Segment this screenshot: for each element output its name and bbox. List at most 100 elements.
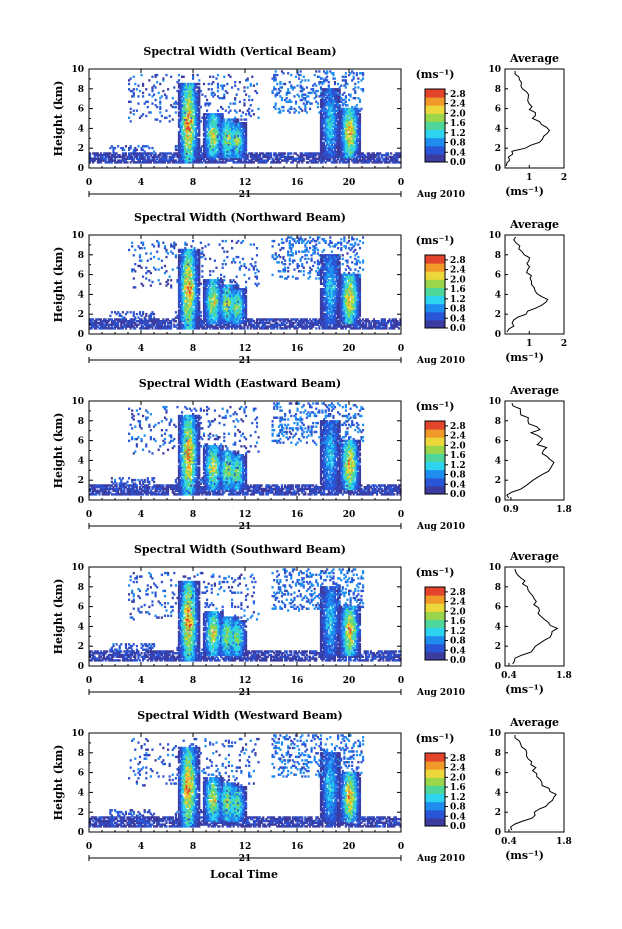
heatmap-cell [142, 159, 145, 162]
heatmap-cell [163, 155, 167, 159]
heatmap-cell [223, 127, 226, 130]
heatmap-cell [184, 88, 187, 91]
heatmap-cell [170, 243, 173, 246]
heatmap-cell [368, 155, 371, 159]
heatmap-cell [207, 141, 210, 144]
heatmap-cell [212, 132, 215, 136]
heatmap-cell [237, 298, 240, 302]
heatmap-cell [120, 320, 123, 323]
heatmap-cell [240, 125, 243, 128]
heatmap-cell [226, 307, 229, 310]
heatmap-cell [290, 105, 293, 109]
heatmap-cell [190, 86, 193, 89]
heatmap-cell [323, 100, 326, 103]
heatmap-cell [126, 321, 129, 325]
heatmap-cell [92, 323, 95, 326]
heatmap-cell [196, 321, 199, 325]
heatmap-cell [188, 252, 191, 255]
heatmap-cell [231, 302, 234, 305]
heatmap-cell [177, 134, 181, 137]
heatmap-cell [89, 318, 92, 321]
heatmap-cell [184, 152, 187, 155]
heatmap-cell [213, 312, 216, 316]
heatmap-cell [344, 127, 347, 130]
heatmap-cell [234, 309, 237, 312]
heatmap-cell [89, 155, 92, 159]
heatmap-cell [145, 320, 148, 323]
heatmap-cell [391, 159, 394, 162]
heatmap-cell [344, 150, 347, 153]
heatmap-cell [157, 241, 160, 244]
heatmap-cell [156, 118, 159, 121]
heatmap-cell [276, 154, 279, 157]
heatmap-cell [223, 139, 226, 143]
heatmap-cell [207, 159, 210, 162]
heatmap-cell [185, 125, 188, 128]
heatmap-cell [235, 255, 238, 259]
heatmap-cell [134, 152, 137, 155]
heatmap-cell [279, 154, 282, 157]
heatmap-cell [321, 109, 324, 112]
heatmap-cell [184, 316, 187, 319]
heatmap-cell [165, 109, 168, 112]
heatmap-cell [181, 148, 184, 152]
heatmap-cell [95, 154, 98, 157]
heatmap-cell [235, 118, 238, 121]
heatmap-cell [184, 84, 187, 87]
heatmap-cell [340, 125, 343, 128]
heatmap-cell [190, 159, 193, 162]
heatmap-cell [184, 82, 187, 86]
heatmap-cell [301, 89, 304, 93]
heatmap-cell [193, 312, 196, 316]
heatmap-cell [238, 123, 241, 127]
heatmap-cell [177, 155, 181, 159]
heatmap-cell [226, 139, 229, 143]
heatmap-cell [288, 98, 291, 102]
heatmap-cell [241, 129, 245, 132]
heatmap-cell [188, 316, 191, 319]
heatmap-cell [355, 129, 358, 132]
heatmap-cell [358, 129, 362, 132]
heatmap-cell [237, 325, 240, 328]
heatmap-cell [271, 89, 274, 93]
heatmap-cell [188, 84, 191, 87]
heatmap-cell [153, 150, 156, 153]
heatmap-cell [231, 300, 234, 303]
heatmap-cell [202, 293, 206, 296]
heatmap-cell [321, 88, 324, 91]
heatmap-cell [224, 284, 227, 287]
heatmap-cell [329, 148, 332, 152]
heatmap-cell [137, 154, 140, 157]
heatmap-cell [231, 325, 234, 328]
heatmap-cell [223, 289, 226, 293]
heatmap-cell [187, 261, 190, 264]
heatmap-cell [198, 288, 201, 291]
heatmap-cell [212, 116, 215, 119]
heatmap-cell [218, 148, 221, 152]
heatmap-cell [276, 82, 279, 86]
heatmap-cell [326, 154, 329, 157]
heatmap-cell [226, 157, 229, 160]
heatmap-cell [231, 132, 234, 136]
heatmap-cell [163, 154, 167, 157]
heatmap-cell [327, 84, 330, 87]
heatmap-cell [351, 134, 354, 137]
heatmap-cell [234, 145, 237, 148]
heatmap-cell [177, 107, 181, 111]
heatmap-cell [153, 323, 156, 326]
heatmap-cell [393, 154, 396, 157]
heatmap-cell [293, 152, 296, 155]
heatmap-cell [223, 288, 226, 291]
heatmap-cell [369, 154, 372, 157]
heatmap-cell [332, 120, 335, 123]
heatmap-cell [223, 323, 226, 326]
heatmap-cell [274, 161, 277, 164]
heatmap-cell [215, 129, 218, 132]
heatmap-cell [209, 113, 212, 116]
heatmap-cell [321, 127, 324, 130]
heatmap-cell [321, 136, 324, 139]
heatmap-cell [221, 129, 224, 132]
heatmap-cell [120, 323, 123, 326]
heatmap-cell [195, 118, 198, 121]
heatmap-cell [296, 157, 299, 160]
